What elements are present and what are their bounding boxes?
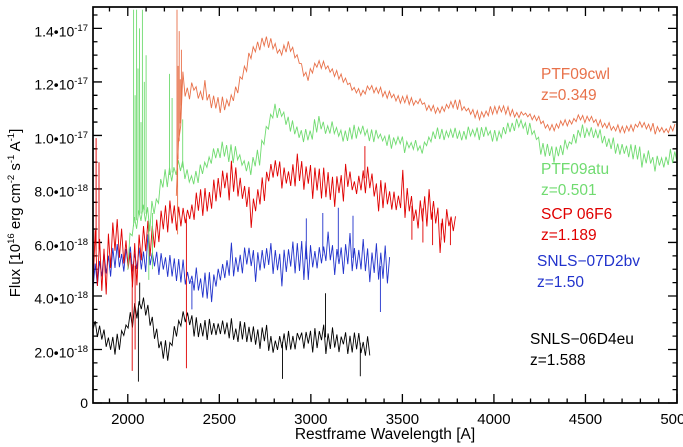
y-tick-label: 6.0•10-18 [34, 236, 88, 254]
y-tick-label: 0 [80, 394, 88, 411]
series-label: SNLS−06D4eu z=1.588 [530, 329, 634, 371]
x-tick-label: 5000 [660, 411, 683, 428]
series-name: SNLS−07D2bv [537, 253, 640, 270]
series-name: SNLS−06D4eu [530, 331, 634, 348]
plot-frame [92, 6, 678, 404]
series-redshift: z=1.588 [530, 352, 586, 369]
spectrum-SCP 06F6 [93, 138, 456, 371]
series-redshift: z=1.50 [537, 274, 584, 291]
x-tick-label: 2500 [202, 411, 236, 428]
series-name: PTF09cwl [541, 66, 610, 83]
y-axis-label: Flux [1016 erg cm-2 s-1 A-1] [6, 128, 24, 298]
spectrum-PTF09atu [127, 9, 677, 280]
spectrum-PTF09cwl [175, 9, 676, 235]
series-redshift: z=1.189 [541, 227, 597, 244]
x-axis-label: Restframe Wavelength [A] [294, 426, 476, 443]
x-tick-label: 4000 [477, 411, 511, 428]
series-redshift: z=0.501 [541, 182, 597, 199]
x-tick-label: 3000 [294, 411, 328, 428]
series-label: SCP 06F6 z=1.189 [541, 204, 612, 246]
y-tick-label: 1.0•10-17 [34, 129, 88, 147]
spectrum-SNLS−06D4eu [93, 282, 371, 382]
x-tick-label: 2000 [111, 411, 145, 428]
x-tick-label: 3500 [385, 411, 420, 428]
series-name: PTF09atu [541, 161, 610, 178]
spectrum-SNLS−07D2bv [93, 207, 391, 312]
series-label: PTF09cwl z=0.349 [541, 64, 610, 106]
y-tick-label: 4.0•10-18 [34, 290, 88, 308]
series-redshift: z=0.349 [541, 87, 597, 104]
y-tick-label: 1.4•10-17 [34, 22, 88, 40]
series-name: SCP 06F6 [541, 206, 613, 223]
series-label: PTF09atu z=0.501 [541, 159, 609, 201]
y-tick-label: 2.0•10-18 [34, 343, 88, 361]
x-tick-label: 4500 [568, 411, 603, 428]
y-tick-label: 8.0•10-18 [34, 183, 88, 201]
series-label: SNLS−07D2bv z=1.50 [537, 251, 640, 293]
y-tick-label: 1.2•10-17 [34, 76, 88, 94]
